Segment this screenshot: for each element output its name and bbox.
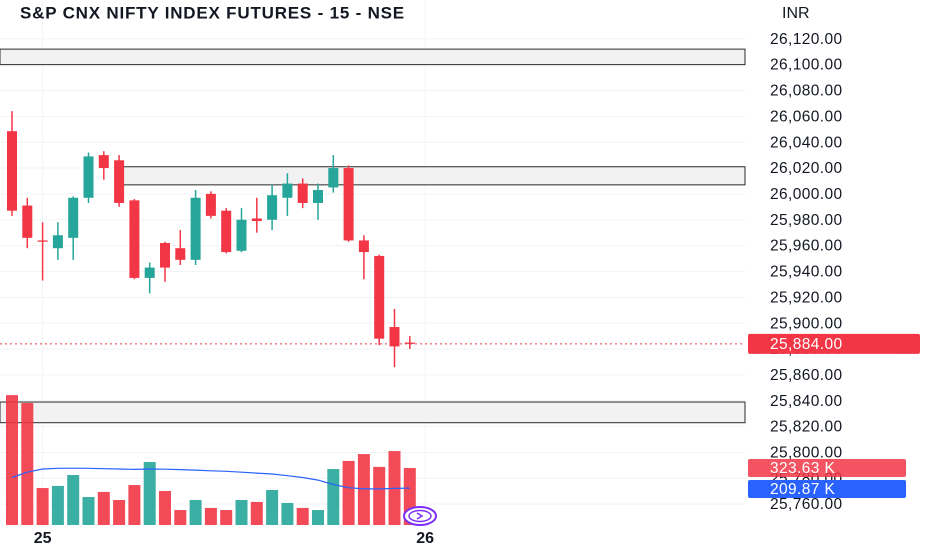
volume-badge <box>748 459 906 477</box>
candle-body <box>221 210 232 253</box>
volume-bar <box>97 491 110 525</box>
volume-bar <box>51 485 64 525</box>
candle-body <box>37 240 48 242</box>
zones-layer <box>0 48 746 424</box>
volume-label: 323.63 K <box>770 460 836 477</box>
candle-body <box>190 197 201 260</box>
y-tick-label: 25,820.00 <box>770 419 843 436</box>
candle-body <box>83 156 94 198</box>
candle-body <box>358 240 369 253</box>
volume-ma-badge <box>748 480 906 498</box>
y-tick-label: 26,020.00 <box>770 160 843 177</box>
volume-bar <box>373 466 386 525</box>
candle-body <box>68 197 79 238</box>
y-tick-label: 25,900.00 <box>770 315 843 332</box>
x-tick-label: 25 <box>34 530 52 547</box>
volume-bar <box>266 489 279 525</box>
candle-body <box>404 342 415 344</box>
volume-bar <box>67 475 80 525</box>
y-tick-label: 26,120.00 <box>770 31 843 48</box>
y-tick-label: 25,960.00 <box>770 238 843 255</box>
candle-body <box>267 195 278 220</box>
volume-bar <box>21 403 34 525</box>
volume-bar <box>220 510 233 525</box>
y-tick-label: 26,040.00 <box>770 134 843 151</box>
y-tick-label: 25,760.00 <box>770 496 843 513</box>
price-zone <box>119 166 746 186</box>
volume-bar <box>342 460 355 525</box>
y-tick-label: 25,800.00 <box>770 445 843 462</box>
volume-bar <box>250 501 263 525</box>
y-tick-label: 26,060.00 <box>770 108 843 125</box>
volume-bar <box>327 469 340 525</box>
candle-body <box>343 168 354 241</box>
candle-body <box>251 218 262 222</box>
candle-body <box>144 267 155 278</box>
y-tick-label: 25,980.00 <box>770 212 843 229</box>
volume-bar <box>235 500 248 525</box>
volume-bar <box>128 485 141 525</box>
volume-bar <box>296 507 309 525</box>
candle-body <box>389 327 400 347</box>
last-price-label: 25,884.00 <box>770 336 843 353</box>
volume-bar <box>189 500 202 525</box>
candle-body <box>52 235 63 249</box>
volume-bar <box>159 491 171 525</box>
y-tick-label: 25,840.00 <box>770 393 843 410</box>
price-zone <box>0 48 746 66</box>
last-price-badge <box>748 333 920 354</box>
y-tick-label: 26,080.00 <box>770 83 843 100</box>
replay-icon[interactable] <box>403 506 437 526</box>
volume-bar <box>357 454 370 525</box>
candle-body <box>114 160 125 203</box>
volume-bar <box>36 488 49 525</box>
candle-body <box>282 183 293 198</box>
price-zone <box>0 401 746 424</box>
axis-layer: 26,120.00 26,100.00 26,080.00 26,060.00 26,0… <box>0 31 920 547</box>
candle-body <box>328 168 339 188</box>
icon-inner <box>408 509 432 523</box>
candle-body <box>7 131 17 211</box>
volume-bar <box>143 461 156 525</box>
volume-bar <box>281 503 294 525</box>
currency-label: INR <box>782 5 810 22</box>
volume-bar <box>204 507 217 525</box>
candle-body <box>175 248 186 260</box>
chart-title: S&P CNX NIFTY INDEX FUTURES - 15 - NSE <box>20 3 405 22</box>
candle-body <box>236 219 247 251</box>
volume-bar <box>6 395 18 525</box>
candle-body <box>374 255 385 339</box>
volume-bar <box>82 497 95 525</box>
y-tick-label: 25,920.00 <box>770 289 843 306</box>
icon-arrow <box>416 512 424 520</box>
volume-ma-label: 209.87 K <box>770 481 836 498</box>
y-tick-label: 25,860.00 <box>770 367 843 384</box>
volume-bar <box>174 510 187 525</box>
candle-body <box>313 190 323 203</box>
candle-body <box>22 205 33 238</box>
candle-body <box>205 193 216 216</box>
candle-body <box>98 155 109 169</box>
grid-layer <box>0 0 745 528</box>
candles-layer <box>7 111 415 368</box>
volume-bar <box>312 510 324 525</box>
candle-body <box>297 183 308 203</box>
volume-layer <box>6 395 416 525</box>
volume-ma-line <box>11 467 410 490</box>
y-tick-label: 26,000.00 <box>770 186 843 203</box>
y-tick-label: 25,940.00 <box>770 264 843 281</box>
volume-bar <box>113 500 126 525</box>
candle-body <box>129 200 140 278</box>
y-tick-label: 26,100.00 <box>770 57 843 74</box>
x-tick-label: 26 <box>416 530 434 547</box>
candle-body <box>160 243 170 268</box>
